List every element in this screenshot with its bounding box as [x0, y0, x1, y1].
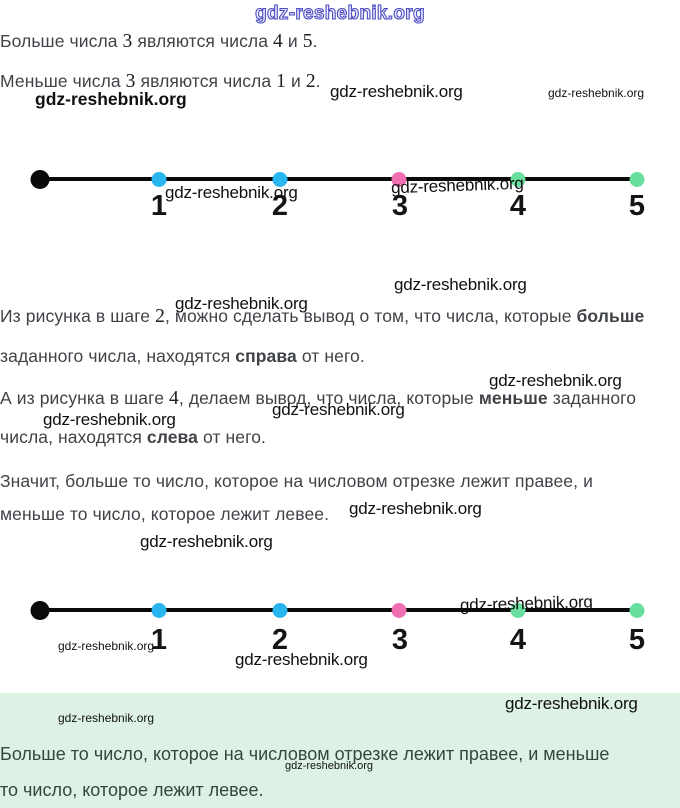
math-number: 4	[169, 388, 179, 409]
text-segment: Меньше числа	[0, 71, 126, 91]
math-number: 3	[122, 31, 133, 52]
highlight-line-1: Больше то число, которое на числовом отр…	[0, 743, 609, 765]
numberline-dot-2	[272, 171, 288, 187]
watermark: gdz-reshebnik.org	[140, 532, 273, 551]
numberline-label: 2	[271, 624, 289, 656]
watermark: gdz-reshebnik.org	[35, 89, 187, 109]
watermark: gdz-reshebnik.org	[285, 760, 374, 772]
text-segment: Значит, больше то число, которое на числ…	[0, 471, 593, 491]
keyword-sleva: слева	[146, 427, 199, 447]
math-number: 2	[305, 71, 316, 92]
math-number: 2	[155, 306, 165, 327]
watermark: gdz-reshebnik.org	[459, 592, 593, 615]
highlight-box: Больше то число, которое на числовом отр…	[0, 693, 680, 808]
numberline-dot-3	[391, 602, 407, 618]
watermark: gdz-reshebnik.org	[505, 694, 638, 713]
numberline-label: 2	[271, 190, 289, 222]
numberline-origin-dot	[30, 169, 50, 189]
math-number: 3	[125, 71, 136, 92]
watermark: gdz-reshebnik.org	[548, 86, 645, 100]
numberline-dot-2	[272, 602, 288, 618]
watermark: gdz-reshebnik.org	[165, 183, 298, 202]
numberline-dot-1	[151, 171, 167, 187]
keyword-menshe: меньше	[478, 388, 548, 408]
text-segment: и	[286, 71, 306, 91]
text-segment: числа, находятся	[0, 427, 147, 447]
keyword-sprava: справа	[235, 346, 297, 366]
numberline-label: 4	[509, 190, 527, 222]
watermark: gdz-reshebnik.org	[58, 711, 155, 725]
numberline-dot-4	[510, 602, 526, 618]
text-segment: , можно сделать вывод о том, что числа, …	[164, 306, 577, 326]
highlight-line-2: то число, которое лежит левее.	[0, 779, 264, 801]
watermark: gdz-reshebnik.org	[235, 650, 368, 669]
watermark: gdz-reshebnik.org	[43, 410, 176, 429]
numberline-dot-1	[151, 602, 167, 618]
numberline-axis	[40, 177, 638, 181]
text-segment: и	[282, 31, 303, 51]
text-segment: являются числа	[135, 71, 277, 91]
numberline-label: 3	[391, 624, 409, 656]
text-segment: являются числа	[132, 31, 274, 51]
numberline-label: 3	[391, 190, 409, 222]
text-segment: заданного	[547, 388, 637, 408]
text-segment: меньше то число, которое лежит левее.	[0, 504, 330, 524]
text-segment: Больше числа	[0, 31, 123, 51]
text-segment: Больше то число, которое на числовом отр…	[0, 744, 610, 764]
keyword-bolshe: больше	[576, 306, 645, 326]
text-segment: А из рисунка в шаге	[0, 388, 170, 408]
text-segment: .	[315, 71, 321, 91]
numberline-figure-2: 1 2 3 4 5	[0, 600, 680, 679]
numberline-dot-5	[629, 171, 645, 187]
numberline-figure-1: 1 2 3 4 5	[0, 169, 680, 248]
step2-line-2: заданного числа, находятся справа от нег…	[0, 346, 365, 367]
step4-line-2: числа, находятся слева от него.	[0, 427, 266, 448]
watermark: gdz-reshebnik.org	[489, 371, 622, 390]
text-segment: , делаем вывод, что числа, которые	[178, 388, 479, 408]
intro-line-2: Меньше числа 3 являются числа 1 и 2.	[0, 71, 321, 92]
math-number: 4	[273, 31, 283, 52]
math-number: 5	[302, 31, 313, 52]
watermark-outlined: gdz-reshebnik.org	[255, 2, 426, 24]
step2-line-1: Из рисунка в шаге 2, можно сделать вывод…	[0, 306, 644, 327]
numberline-label: 1	[150, 190, 168, 222]
watermark: gdz-reshebnik.org	[349, 499, 482, 518]
text-segment: от него.	[296, 346, 365, 366]
watermark: gdz-reshebnik.org	[272, 400, 405, 419]
numberline-axis	[40, 608, 638, 612]
watermark: gdz-reshebnik.org	[58, 639, 155, 653]
step4-line-1: А из рисунка в шаге 4, делаем вывод, что…	[0, 388, 636, 409]
numberline-label: 5	[628, 624, 646, 656]
text-segment: Из рисунка в шаге	[0, 306, 156, 326]
math-number: 1	[276, 71, 287, 92]
text-segment: .	[312, 31, 318, 51]
text-segment: то число, которое лежит левее.	[0, 780, 264, 800]
conclusion-line-1: Значит, больше то число, которое на числ…	[0, 471, 593, 492]
numberline-dot-3	[391, 171, 407, 187]
numberline-label: 1	[150, 624, 168, 656]
watermark: gdz-reshebnik.org	[175, 294, 308, 313]
numberline-label: 5	[628, 190, 646, 222]
numberline-dot-4	[510, 171, 526, 187]
numberline-origin-dot	[30, 600, 50, 620]
intro-line-1: Больше числа 3 являются числа 4 и 5.	[0, 31, 318, 52]
numberline-dot-5	[629, 602, 645, 618]
watermark: gdz-reshebnik.org	[394, 275, 527, 294]
numberline-label: 4	[509, 624, 527, 656]
watermark: gdz-reshebnik.org	[330, 82, 463, 101]
text-segment: от него.	[198, 427, 267, 447]
conclusion-line-2: меньше то число, которое лежит левее.	[0, 504, 329, 525]
text-segment: заданного числа, находятся	[0, 346, 236, 366]
